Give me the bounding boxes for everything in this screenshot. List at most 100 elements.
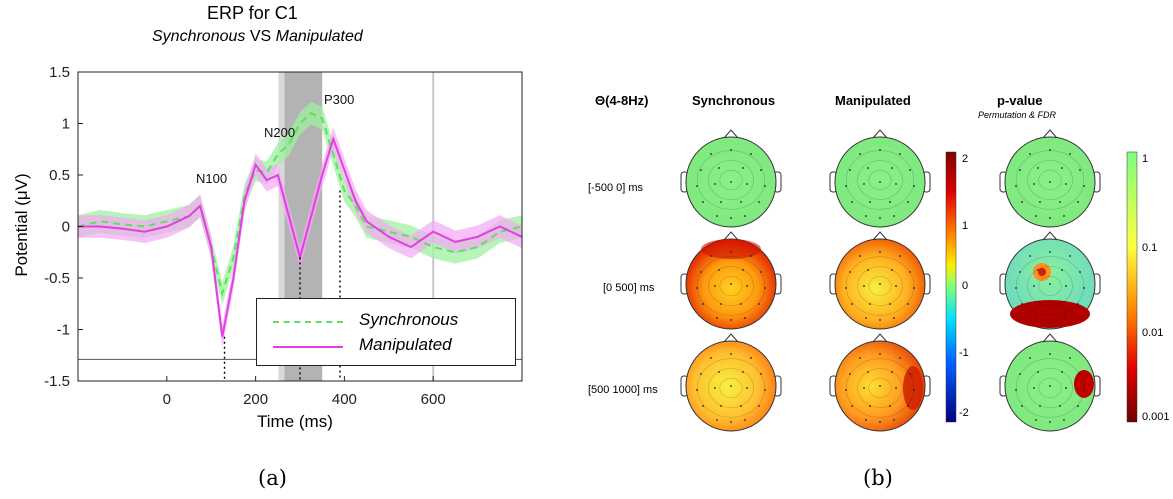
subtitle-manip: Manipulated	[275, 28, 363, 45]
topomap-early-pvalue-sig-occipital	[1010, 300, 1090, 328]
topomap-early-manipulated-electrode	[867, 269, 869, 271]
topomap-late-manipulated-electrode	[889, 405, 891, 407]
pvalue-subtitle: Permutation & FDR	[978, 110, 1057, 120]
topomap-late-synchronous-contour	[719, 377, 743, 399]
topomap-pre-manipulated-electrode	[879, 217, 881, 219]
topomap-pre-synchronous-electrode	[730, 181, 732, 183]
cb-p-tick-1: 1	[1142, 153, 1149, 165]
topomap-early-pvalue-electrode	[1083, 287, 1085, 289]
topomap-early-pvalue-electrode	[1035, 317, 1037, 319]
topomap-early-pvalue-electrode	[1063, 317, 1065, 319]
topomap-pre-manipulated-electrode	[879, 181, 881, 183]
topomap-early-pvalue-electrode	[1065, 285, 1067, 287]
topomap-early-synchronous-nose	[723, 231, 739, 241]
topomap-early-synchronous-electrode	[730, 319, 732, 321]
topomap-late-synchronous-electrode	[750, 357, 752, 359]
topomap-late-manipulated-electrode	[879, 385, 881, 387]
x-tick-label: 600	[421, 391, 446, 408]
topomap-late-synchronous-electrode	[718, 371, 720, 373]
topomap-late-manipulated-electrode	[899, 357, 901, 359]
topomap-early-synchronous-electrode	[716, 317, 718, 319]
cb-power-tick-m1: -1	[959, 347, 969, 359]
topomap-late-pvalue-electrode	[1049, 421, 1051, 423]
y-tick-label: -1	[57, 322, 70, 339]
topomap-pre-manipulated-electrode	[907, 201, 909, 203]
topomap-pre-synchronous-electrode	[750, 153, 752, 155]
topomap-late-pvalue-electrode	[1021, 405, 1023, 407]
topomap-early-pvalue-electrode	[1019, 271, 1021, 273]
topomap-early-manipulated-nose	[872, 231, 888, 241]
topomap-pre-pvalue-electrode	[1015, 185, 1017, 187]
y-tick-label: -0.5	[44, 270, 70, 287]
topomap-late-synchronous-electrode	[720, 405, 722, 407]
topomap-late-synchronous-electrode	[716, 419, 718, 421]
topomap-pre-manipulated-electrode	[909, 169, 911, 171]
cb-p-tick-0001: 0.001	[1142, 411, 1170, 423]
topomap-pre-manipulated-electrode	[899, 153, 901, 155]
topomap-pre-synchronous-electrode	[744, 215, 746, 217]
topomap-late-synchronous-electrode	[730, 385, 732, 387]
topomap-late-manipulated-electrode	[865, 419, 867, 421]
topomap-pre-synchronous-electrode	[720, 201, 722, 203]
row-label-early: [0 500] ms	[603, 282, 655, 294]
topomap-early-synchronous-electrode	[720, 303, 722, 305]
topomap-pre-pvalue-electrode	[1035, 215, 1037, 217]
legend-label-synchronous: Synchronous	[359, 310, 459, 329]
topomap-early-manipulated-electrode	[851, 303, 853, 305]
topomap-late-pvalue-electrode	[1039, 405, 1041, 407]
topomap-svg	[680, 129, 1138, 432]
topomap-pre-synchronous-electrode	[700, 169, 702, 171]
topomap-late-synchronous-electrode	[760, 373, 762, 375]
topomap-late-pvalue-electrode	[1033, 387, 1035, 389]
topomap-pre-manipulated-electrode	[859, 153, 861, 155]
cb-power-tick-m2: -2	[959, 407, 969, 419]
x-tick-label: 0	[163, 391, 171, 408]
topomap-pre-pvalue-electrode	[1077, 201, 1079, 203]
topomap-pre-pvalue-nose	[1042, 129, 1058, 139]
topomap-pre-pvalue-contour	[1038, 169, 1062, 191]
cb-power-tick-2: 2	[962, 153, 969, 165]
topomap-pre-manipulated-electrode	[891, 167, 893, 169]
subtitle-sync: Synchronous	[152, 28, 246, 45]
topomap-early-manipulated-contour	[845, 256, 915, 316]
topomap-late-pvalue-sig-temporal	[1074, 370, 1094, 398]
topomap-pre-pvalue-electrode	[1049, 149, 1051, 151]
topomap-pre-manipulated-electrode	[879, 149, 881, 151]
topomap-late-manipulated-hotspot	[903, 366, 923, 410]
topomap-pre-pvalue-electrode	[1061, 167, 1063, 169]
topomap-early-manipulated-electrode	[859, 255, 861, 257]
cb-power-tick-1: 1	[962, 220, 969, 232]
topomap-pre-synchronous-electrode	[730, 149, 732, 151]
topomap-late-manipulated-electrode	[879, 353, 881, 355]
topomap-late-manipulated-electrode	[859, 357, 861, 359]
legend-label-manipulated: Manipulated	[359, 335, 452, 354]
topomap-grid	[680, 129, 1101, 432]
cb-p-tick-001: 0.01	[1142, 327, 1164, 339]
topomap-late-manipulated-electrode	[879, 421, 881, 423]
topomap-early-pvalue-electrode	[1029, 255, 1031, 257]
band-header: Θ(4-8Hz)	[595, 93, 649, 108]
legend-swatch-synchronous	[273, 321, 343, 323]
topomap-pre-manipulated-electrode	[893, 215, 895, 217]
topomap-late-manipulated-electrode	[909, 373, 911, 375]
topomap-late-manipulated-electrode	[851, 405, 853, 407]
topomap-early-manipulated-contour	[857, 266, 903, 306]
topomap-pre-pvalue-electrode	[1083, 185, 1085, 187]
topomap-late-manipulated-contour	[857, 368, 903, 408]
peak-label-n100: N100	[196, 171, 227, 186]
topomap-late-pvalue-electrode	[1015, 389, 1017, 391]
topomap-early-pvalue-electrode	[1059, 303, 1061, 305]
topomap-late-pvalue-electrode	[1079, 373, 1081, 375]
topomap-late-pvalue-electrode	[1069, 357, 1071, 359]
topomap-early-pvalue-electrode	[1079, 271, 1081, 273]
peak-label-n200: N200	[264, 125, 295, 140]
col-header-pvalue: p-value	[997, 93, 1043, 108]
y-tick-label: 1	[62, 116, 70, 133]
topomap-late-synchronous-contour	[708, 368, 754, 408]
cb-power-tick-0: 0	[962, 280, 969, 292]
topomap-late-synchronous-electrode	[744, 419, 746, 421]
topomap-late-synchronous-electrode	[702, 405, 704, 407]
legend: Synchronous Manipulated	[256, 298, 516, 366]
topomap-pre-pvalue-electrode	[1033, 183, 1035, 185]
topomap-early-pvalue-electrode	[1021, 303, 1023, 305]
